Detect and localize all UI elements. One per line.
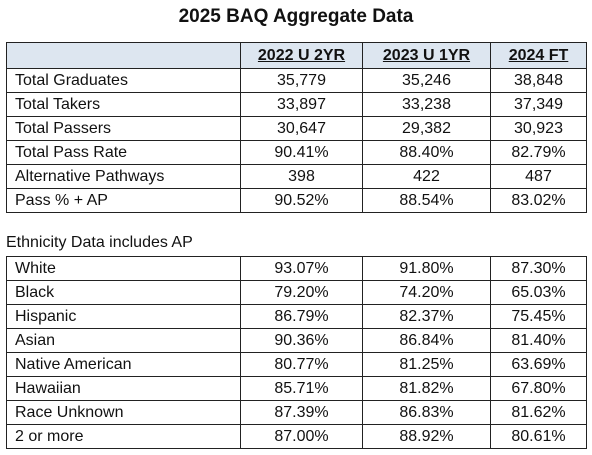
value-cell: 87.30% <box>490 256 587 281</box>
value-cell: 90.52% <box>240 188 363 213</box>
section-title: Ethnicity Data includes AP <box>6 234 193 251</box>
value-cell: 81.40% <box>490 328 587 353</box>
value-cell: 33,897 <box>240 92 363 117</box>
value-cell: 65.03% <box>490 280 587 305</box>
row-label: Alternative Pathways <box>6 164 241 189</box>
value-cell: 487 <box>490 164 587 189</box>
value-cell: 86.84% <box>362 328 491 353</box>
row-label: Black <box>6 280 241 305</box>
row-label: Pass % + AP <box>6 188 241 213</box>
row-label: Total Takers <box>6 92 241 117</box>
value-cell: 74.20% <box>362 280 491 305</box>
value-cell: 81.62% <box>490 400 587 425</box>
table-row: Total Passers 30,647 29,382 30,923 <box>6 116 587 141</box>
row-label: Total Pass Rate <box>6 140 241 165</box>
table-row: Hawaiian 85.71% 81.82% 67.80% <box>6 376 587 401</box>
table-row: Pass % + AP 90.52% 88.54% 83.02% <box>6 188 587 213</box>
value-cell: 38,848 <box>490 68 587 93</box>
table-row: Black 79.20% 74.20% 65.03% <box>6 280 587 305</box>
row-label: Total Passers <box>6 116 241 141</box>
value-cell: 79.20% <box>240 280 363 305</box>
column-header: 2023 U 1YR <box>362 42 491 69</box>
header-cell <box>6 42 241 69</box>
value-cell: 88.54% <box>362 188 491 213</box>
value-cell: 86.79% <box>240 304 363 329</box>
row-label: Race Unknown <box>6 400 241 425</box>
row-label: Hispanic <box>6 304 241 329</box>
column-header: 2022 U 2YR <box>240 42 363 69</box>
value-cell: 29,382 <box>362 116 491 141</box>
value-cell: 88.92% <box>362 424 491 449</box>
value-cell: 30,923 <box>490 116 587 141</box>
table-row: Total Pass Rate 90.41% 88.40% 82.79% <box>6 140 587 165</box>
value-cell: 86.83% <box>362 400 491 425</box>
value-cell: 90.41% <box>240 140 363 165</box>
value-cell: 82.37% <box>362 304 491 329</box>
table-row: White 93.07% 91.80% 87.30% <box>6 256 587 281</box>
row-label: 2 or more <box>6 424 241 449</box>
row-label: Hawaiian <box>6 376 241 401</box>
value-cell: 81.25% <box>362 352 491 377</box>
title: 2025 BAQ Aggregate Data <box>178 6 414 27</box>
value-cell: 67.80% <box>490 376 587 401</box>
value-cell: 75.45% <box>490 304 587 329</box>
value-cell: 80.77% <box>240 352 363 377</box>
value-cell: 30,647 <box>240 116 363 141</box>
value-cell: 83.02% <box>490 188 587 213</box>
value-cell: 87.39% <box>240 400 363 425</box>
row-label: Native American <box>6 352 241 377</box>
header-row: 2022 U 2YR 2023 U 1YR 2024 FT <box>6 42 587 69</box>
value-cell: 37,349 <box>490 92 587 117</box>
value-cell: 88.40% <box>362 140 491 165</box>
value-cell: 87.00% <box>240 424 363 449</box>
value-cell: 93.07% <box>240 256 363 281</box>
table-row: 2 or more 87.00% 88.92% 80.61% <box>6 424 587 449</box>
row-label: Total Graduates <box>6 68 241 93</box>
value-cell: 422 <box>362 164 491 189</box>
table-row: Asian 90.36% 86.84% 81.40% <box>6 328 587 353</box>
row-label: Asian <box>6 328 241 353</box>
table-row: Alternative Pathways 398 422 487 <box>6 164 587 189</box>
value-cell: 33,238 <box>362 92 491 117</box>
value-cell: 35,779 <box>240 68 363 93</box>
table-row: Total Takers 33,897 33,238 37,349 <box>6 92 587 117</box>
value-cell: 63.69% <box>490 352 587 377</box>
value-cell: 82.79% <box>490 140 587 165</box>
value-cell: 85.71% <box>240 376 363 401</box>
value-cell: 81.82% <box>362 376 491 401</box>
summary-table: 2022 U 2YR 2023 U 1YR 2024 FT Total Gradua… <box>6 42 587 213</box>
ethnicity-table: White 93.07% 91.80% 87.30% Black 79.20% 74.20%… <box>6 256 587 449</box>
table-row: Race Unknown 87.39% 86.83% 81.62% <box>6 400 587 425</box>
value-cell: 80.61% <box>490 424 587 449</box>
value-cell: 35,246 <box>362 68 491 93</box>
table-row: Hispanic 86.79% 82.37% 75.45% <box>6 304 587 329</box>
value-cell: 398 <box>240 164 363 189</box>
row-label: White <box>6 256 241 281</box>
value-cell: 91.80% <box>362 256 491 281</box>
column-header: 2024 FT <box>490 42 587 69</box>
table-row: Native American 80.77% 81.25% 63.69% <box>6 352 587 377</box>
table-row: Total Graduates 35,779 35,246 38,848 <box>6 68 587 93</box>
value-cell: 90.36% <box>240 328 363 353</box>
